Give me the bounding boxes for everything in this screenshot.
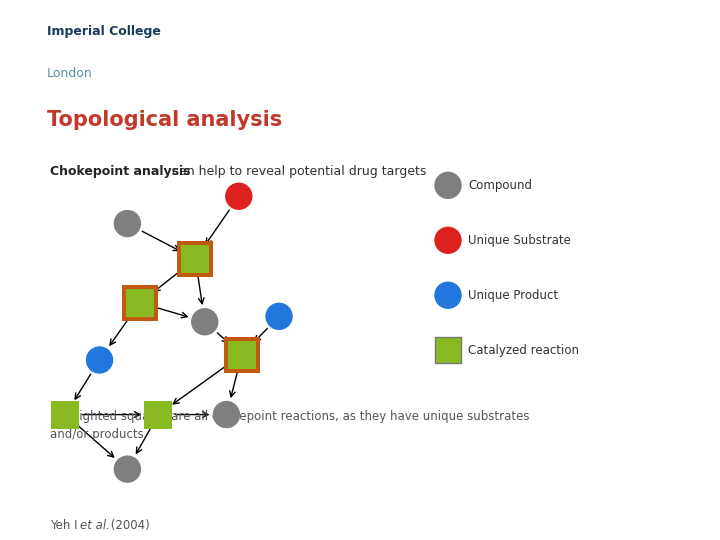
Text: Yeh I: Yeh I (50, 519, 81, 532)
Text: (2004): (2004) (107, 519, 150, 532)
Bar (224, 336, 260, 373)
Bar (228, 341, 256, 368)
Circle shape (114, 211, 140, 237)
Bar (126, 289, 154, 316)
Text: Compound: Compound (468, 179, 532, 192)
Text: Unique Product: Unique Product (468, 289, 558, 302)
Bar (435, 337, 461, 363)
Bar (144, 401, 172, 429)
Circle shape (114, 456, 140, 482)
Text: et al.: et al. (80, 519, 110, 532)
Bar (181, 245, 210, 273)
Text: highlighted squares are all chokepoint reactions, as they have unique substrates: highlighted squares are all chokepoint r… (50, 410, 529, 441)
Circle shape (226, 183, 252, 210)
Circle shape (266, 303, 292, 329)
Circle shape (192, 309, 217, 335)
Circle shape (435, 172, 461, 198)
Text: can help to reveal potential drug targets: can help to reveal potential drug target… (168, 165, 426, 178)
Text: Chokepoint analysis: Chokepoint analysis (50, 165, 191, 178)
Circle shape (213, 402, 240, 428)
Text: Imperial College: Imperial College (47, 25, 161, 38)
Bar (177, 241, 213, 277)
Text: London: London (47, 68, 93, 80)
Bar (122, 285, 158, 321)
Bar (51, 401, 79, 429)
Text: Catalyzed reaction: Catalyzed reaction (468, 343, 579, 357)
Circle shape (435, 282, 461, 308)
Text: Topological analysis: Topological analysis (47, 110, 282, 130)
Circle shape (86, 347, 112, 373)
Text: Unique Substrate: Unique Substrate (468, 234, 571, 247)
Circle shape (435, 227, 461, 253)
